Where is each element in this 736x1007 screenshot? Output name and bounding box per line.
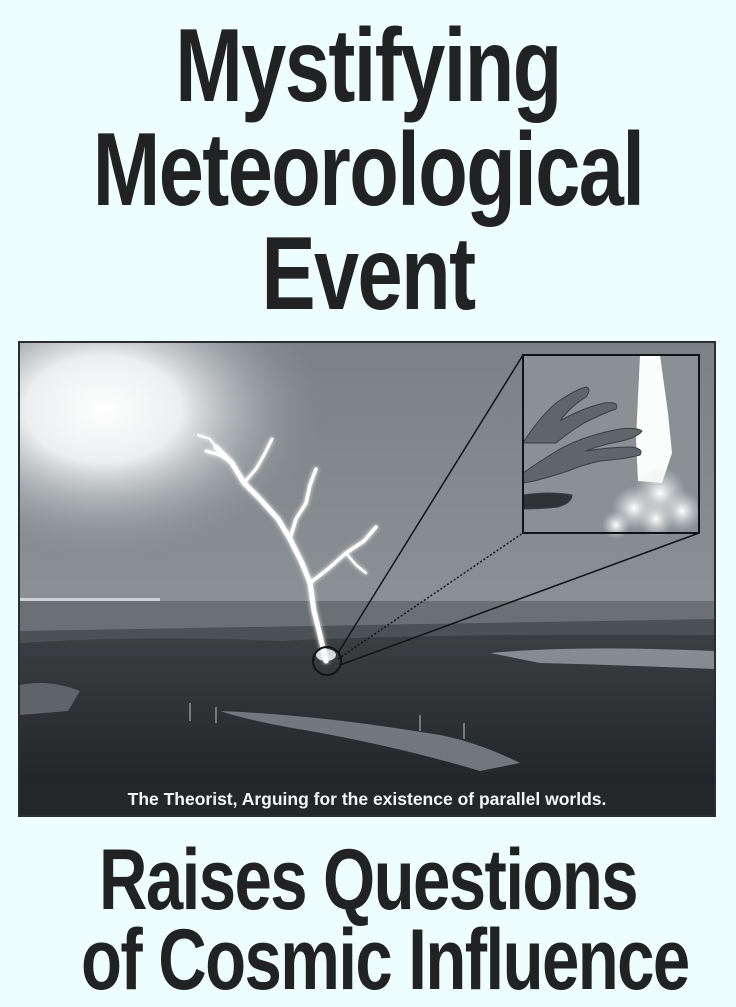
photo-caption: The Theorist, Arguing for the existence … — [20, 783, 714, 815]
lightning-bolt — [197, 434, 378, 664]
bottom-headline-line-1: Raises Questions — [98, 832, 639, 928]
bottom-headline-line-2: of Cosmic Influence — [80, 912, 690, 1007]
top-headline-line-1: Mystifying — [175, 8, 562, 124]
hand-inset — [522, 354, 702, 539]
photo-frame: The Theorist, Arguing for the existence … — [18, 341, 716, 817]
top-headline-line-2: Meteorological — [92, 112, 645, 228]
lightning-photo — [20, 343, 714, 815]
bottom-headline: Raises Questions of Cosmic Influence — [0, 832, 736, 1007]
top-headline: Mystifying Meteorological Event — [0, 14, 736, 326]
top-headline-line-3: Event — [261, 216, 476, 332]
